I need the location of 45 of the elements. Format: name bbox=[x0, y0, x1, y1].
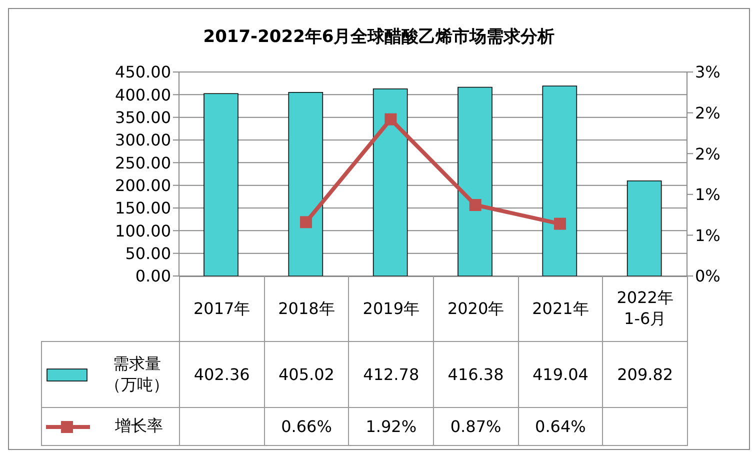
data-label: 412.78 bbox=[348, 342, 434, 408]
data-label: 0.66% bbox=[264, 408, 349, 446]
x-tick-label: 2021年 bbox=[518, 276, 603, 342]
y-tick-label: 200.00 bbox=[115, 176, 171, 196]
data-label: 0.64% bbox=[518, 408, 603, 446]
y-tick-label: 250.00 bbox=[115, 153, 171, 172]
y2-tick-label: 2% bbox=[695, 103, 720, 122]
y-tick-label: 150.00 bbox=[115, 198, 171, 218]
y-tick-label: 300.00 bbox=[115, 130, 171, 150]
y2-tick-label: 2% bbox=[695, 144, 720, 164]
legend-label: 增长率 bbox=[114, 416, 164, 437]
data-label: 1.92% bbox=[348, 408, 434, 446]
data-label: 416.38 bbox=[433, 342, 518, 408]
y2-tick-label: 1% bbox=[695, 226, 720, 245]
x-tick-label: 2020年 bbox=[433, 276, 518, 342]
x-tick-label: 2018年 bbox=[264, 276, 349, 342]
bar bbox=[372, 88, 408, 276]
bar bbox=[458, 86, 492, 276]
data-label: 0.87% bbox=[433, 408, 518, 446]
y-tick-label: 50.00 bbox=[125, 244, 171, 264]
point bbox=[300, 216, 312, 228]
y2-tick-label: 0% bbox=[695, 266, 720, 286]
bar bbox=[204, 93, 238, 276]
y2-tick-label: 3% bbox=[695, 62, 720, 82]
y-tick-label: 350.00 bbox=[115, 108, 171, 128]
point bbox=[469, 199, 482, 212]
y-tick-label: 400.00 bbox=[115, 85, 171, 104]
bar bbox=[626, 180, 662, 276]
bar bbox=[542, 86, 578, 276]
data-label: 405.02 bbox=[264, 342, 349, 408]
point bbox=[554, 218, 566, 230]
x-tick-label: 2017年 bbox=[180, 276, 264, 342]
legend-label: 需求量（万吨） bbox=[104, 354, 170, 396]
y-tick-label: 0.00 bbox=[135, 266, 171, 286]
point bbox=[384, 113, 397, 126]
data-label: 419.04 bbox=[518, 342, 603, 408]
chart-title: 2017-2022年6月全球醋酸乙烯市场需求分析 bbox=[202, 26, 556, 48]
x-tick-label: 2019年 bbox=[348, 276, 434, 342]
data-label: 209.82 bbox=[602, 342, 688, 408]
bar bbox=[288, 92, 324, 276]
x-tick-label: 2022年1-6月 bbox=[602, 276, 688, 342]
data-label: 402.36 bbox=[180, 342, 264, 408]
y-tick-label: 100.00 bbox=[115, 221, 171, 240]
y-tick-label: 450.00 bbox=[115, 62, 171, 82]
y2-tick-label: 1% bbox=[695, 185, 720, 204]
